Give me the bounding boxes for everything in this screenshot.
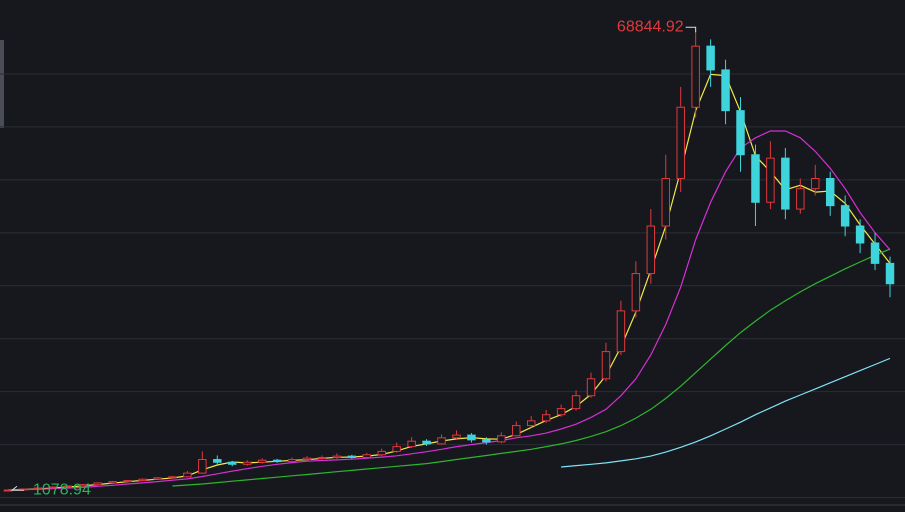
candle-body: [885, 262, 895, 285]
candle-body: [362, 454, 372, 458]
max-label: 68844.92: [617, 18, 684, 35]
candle-body: [467, 434, 476, 441]
candle-body: [526, 420, 536, 427]
candle-body: [452, 434, 461, 439]
grid: [0, 73, 905, 499]
candle-body: [257, 459, 267, 463]
candle-body: [123, 480, 132, 483]
candle-body: [796, 188, 805, 210]
candle-body: [48, 486, 58, 489]
candle-body: [407, 440, 416, 448]
candle-body: [631, 273, 641, 312]
max-pointer: [685, 26, 697, 33]
candle-body: [601, 351, 611, 380]
ma-line: [561, 357, 891, 468]
candle-body: [302, 457, 312, 461]
candle-body: [108, 481, 117, 484]
candle-body: [153, 477, 162, 480]
candle-body: [272, 459, 282, 463]
candle-body: [287, 459, 297, 463]
candle-body: [706, 45, 715, 71]
candle-body: [3, 489, 13, 492]
candle-body: [93, 482, 102, 486]
candle-body: [556, 408, 566, 416]
candle-body: [198, 459, 207, 474]
candle-body: [571, 395, 581, 410]
candle-body: [512, 425, 521, 437]
annotations: 68844.92 1078.94: [10, 18, 697, 498]
candles: [3, 30, 895, 492]
min-pointer: [10, 485, 24, 491]
candle-body: [736, 110, 745, 156]
candle-body: [661, 178, 671, 227]
candle-body: [840, 205, 850, 227]
candle-body: [377, 450, 386, 456]
min-label: 1078.94: [33, 481, 91, 498]
candle-body: [541, 414, 551, 422]
candle-body: [242, 461, 252, 465]
candle-body: [168, 476, 177, 479]
candle-body: [781, 157, 790, 210]
candle-body: [751, 154, 760, 203]
candle-body: [228, 461, 237, 465]
candle-body: [138, 478, 147, 482]
candle-body: [347, 455, 357, 458]
candle-body: [870, 242, 880, 264]
candle-body: [63, 485, 73, 488]
candle-body: [482, 439, 491, 443]
ma-line: [172, 248, 891, 487]
candle-body: [317, 456, 327, 459]
candle-body: [721, 69, 730, 112]
candle-body: [855, 225, 865, 244]
candle-body: [646, 225, 656, 275]
candle-body: [497, 435, 506, 443]
candle-body: [78, 484, 87, 487]
candle-body: [437, 437, 446, 445]
scrollbar[interactable]: [0, 40, 4, 128]
candle-body: [676, 106, 685, 180]
candle-body: [33, 487, 43, 490]
candle-body: [616, 310, 626, 353]
candle-body: [825, 178, 835, 207]
candle-body: [183, 472, 192, 478]
candle-body: [422, 440, 431, 445]
candle-body: [766, 157, 775, 203]
candle-body: [213, 459, 222, 463]
candle-body: [392, 446, 401, 452]
candle-body: [332, 455, 342, 458]
candle-body: [691, 45, 700, 108]
candle-body: [586, 378, 596, 397]
candle-body: [811, 178, 820, 190]
